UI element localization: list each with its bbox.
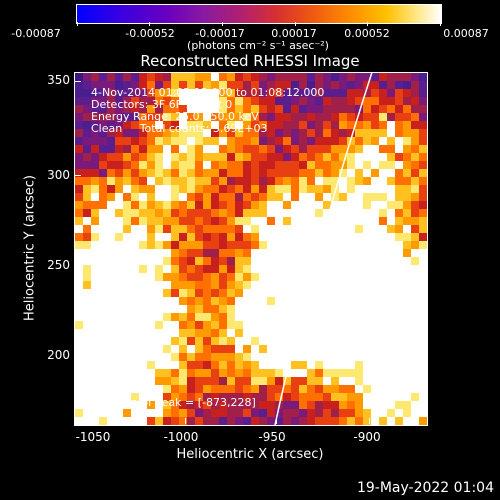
- plot-title: Reconstructed RHESSI Image: [140, 52, 360, 70]
- annotation-energy: Energy Range: 25.0 - 50.0 keV: [91, 110, 259, 123]
- footer-date: 19-May-2022 01:04: [356, 480, 494, 496]
- colorbar-tick: [149, 22, 150, 26]
- x-tick: [369, 418, 370, 424]
- limb-line: [274, 73, 373, 425]
- image-plot: 4-Nov-2014 01:02:12.000 to 01:08:12.000 …: [74, 72, 428, 426]
- annotation-time: 4-Nov-2014 01:02:12.000 to 01:08:12.000: [91, 86, 325, 99]
- x-tick-label: -1050: [75, 430, 111, 444]
- colorbar-tick-label: -0.00017: [195, 27, 245, 40]
- x-tick: [185, 418, 186, 424]
- annotation-clean: Clean Total counts: 3.69E+03: [91, 122, 268, 135]
- heatmap-image: [75, 73, 427, 425]
- y-tick-label: 250: [47, 258, 70, 272]
- y-tick: [75, 266, 81, 267]
- colorbar-tick: [222, 22, 223, 26]
- x-tick: [276, 418, 277, 424]
- y-tick-label: 300: [47, 168, 70, 182]
- x-tick: [96, 418, 97, 424]
- y-tick-label: 200: [47, 348, 70, 362]
- colorbar-tick-label: -0.00052: [125, 27, 175, 40]
- colorbar-tick-label: 0.00017: [271, 27, 317, 40]
- colorbar-tick: [77, 22, 78, 26]
- y-tick: [75, 175, 81, 176]
- y-axis-label: Heliocentric Y (arcsec): [22, 175, 38, 321]
- x-axis-label: Heliocentric X (arcsec): [176, 447, 324, 462]
- x-tick-label: -900: [353, 430, 381, 444]
- colorbar-tick: [295, 22, 296, 26]
- x-tick-label: -1000: [163, 430, 199, 444]
- x-tick-label: -950: [258, 430, 286, 444]
- colorbar-tick: [440, 22, 441, 26]
- colorbar-tick-label: 0.00087: [443, 27, 489, 40]
- annotation-detectors: Detectors: 3F 6F 9F, Att 0: [91, 98, 233, 111]
- y-tick: [75, 81, 81, 82]
- colorbar-tick-label: 0.00052: [344, 27, 390, 40]
- y-tick-label: 350: [47, 73, 70, 87]
- annotation-peak: Position of Peak = [-873,228]: [95, 396, 256, 409]
- colorbar: [76, 4, 442, 24]
- colorbar-tick: [367, 22, 368, 26]
- colorbar-tick-label: -0.00087: [11, 27, 61, 40]
- colorbar-unit: (photons cm⁻² s⁻¹ asec⁻²): [187, 39, 329, 52]
- y-tick: [75, 356, 81, 357]
